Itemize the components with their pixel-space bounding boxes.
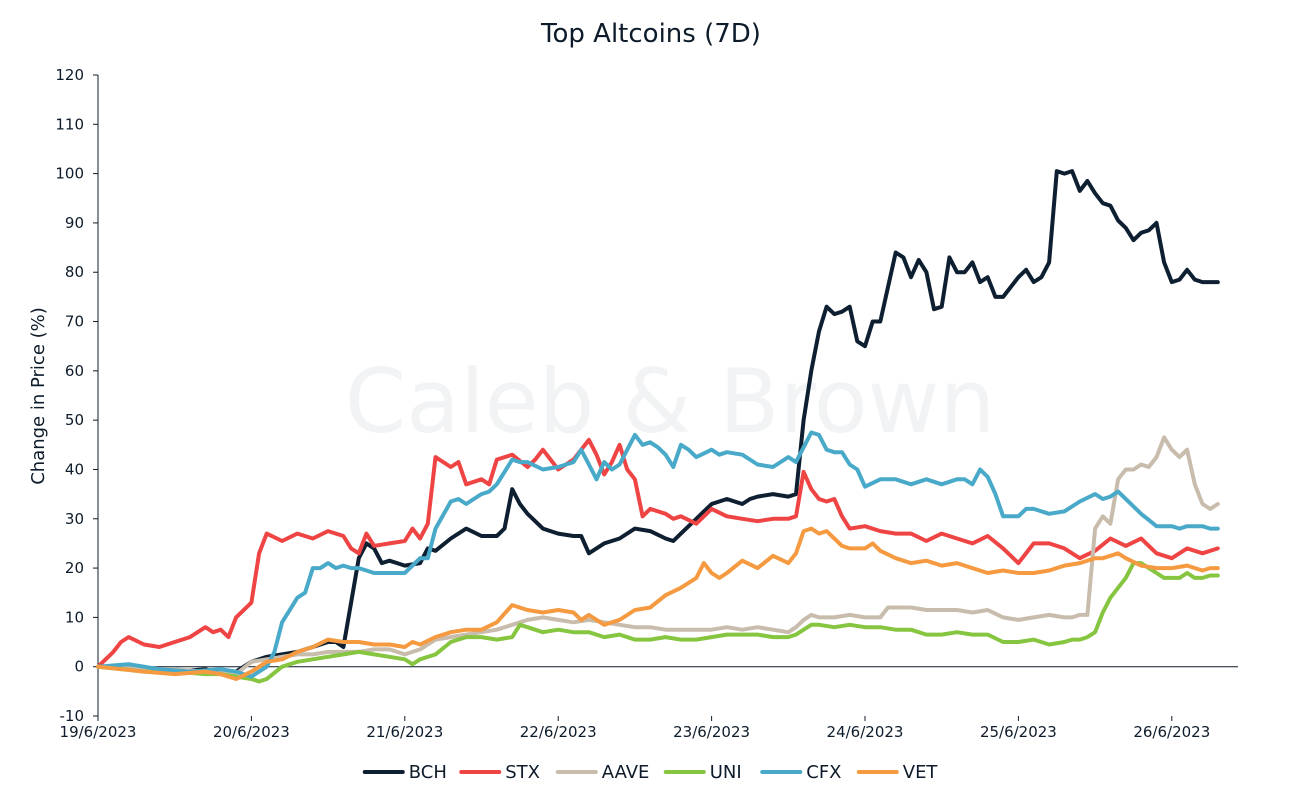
legend-item-uni: UNI: [663, 762, 742, 783]
y-tick-label: 90: [65, 214, 84, 232]
series-lines: [96, 169, 1220, 684]
series-line-aave: [96, 435, 1220, 677]
y-axis-title: Change in Price (%): [28, 307, 49, 485]
series-line-cfx: [96, 430, 1220, 679]
legend-item-bch: BCH: [362, 762, 447, 783]
y-tick-label: 0: [74, 658, 84, 676]
legend-label-uni: UNI: [710, 762, 742, 783]
legend-label-stx: STX: [505, 762, 540, 783]
legend-label-bch: BCH: [409, 762, 447, 783]
legend-label-aave: AAVE: [602, 762, 650, 783]
x-tick-label: 20/6/2023: [213, 723, 290, 741]
x-tick-label: 24/6/2023: [827, 723, 904, 741]
x-tick-label: 26/6/2023: [1133, 723, 1210, 741]
legend-item-stx: STX: [459, 762, 540, 783]
y-tick-label: -10: [60, 707, 85, 725]
y-tick-label: 40: [65, 460, 84, 478]
y-tick-label: 20: [65, 559, 84, 577]
x-tick-label: 25/6/2023: [980, 723, 1057, 741]
axes: -10 0 10 20 30 40 50 60 70 80 90 100 110 120 19/6/2023…: [55, 66, 1238, 741]
y-tick-label: 10: [65, 608, 84, 626]
y-tick-label: 120: [55, 66, 84, 84]
y-tick-label: 100: [55, 165, 84, 183]
y-tick-label: 60: [65, 362, 84, 380]
x-tick-label: 19/6/2023: [60, 723, 137, 741]
series-line-vet: [96, 526, 1220, 681]
y-tick-label: 80: [65, 263, 84, 281]
legend-item-vet: VET: [856, 762, 939, 783]
series-line-uni: [96, 561, 1220, 684]
legend-item-aave: AAVE: [555, 762, 650, 783]
series-line-stx: [96, 437, 1220, 669]
x-tick-label: 21/6/2023: [366, 723, 443, 741]
legend-label-vet: VET: [903, 762, 939, 783]
legend-label-cfx: CFX: [806, 762, 841, 783]
watermark: Caleb & Brown: [345, 350, 996, 453]
legend-item-cfx: CFX: [760, 762, 842, 783]
y-tick-label: 70: [65, 313, 84, 331]
x-tick-label: 23/6/2023: [673, 723, 750, 741]
chart-title: Top Altcoins (7D): [540, 19, 761, 49]
y-tick-label: 50: [65, 411, 84, 429]
legend: BCH STX AAVE UNI CFX VET: [362, 762, 939, 783]
y-tick-label: 30: [65, 510, 84, 528]
x-tick-label: 22/6/2023: [520, 723, 597, 741]
series-line-bch: [96, 169, 1220, 677]
y-tick-label: 110: [55, 115, 84, 133]
